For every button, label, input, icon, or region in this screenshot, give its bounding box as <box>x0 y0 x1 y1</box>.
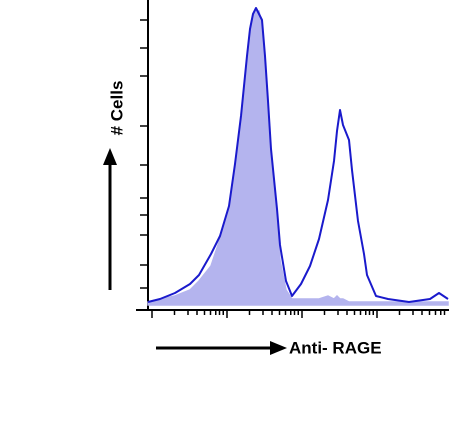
x-axis-ticks <box>151 310 446 318</box>
y-axis-title: # Cells <box>107 81 126 136</box>
y-arrowhead <box>103 148 117 165</box>
y-axis-ticks <box>140 19 148 289</box>
filled-histogram <box>147 10 449 306</box>
histogram-line <box>147 7 449 303</box>
x-axis-title: Anti- RAGE <box>289 338 382 357</box>
x-arrowhead <box>270 341 287 355</box>
plot <box>147 7 449 306</box>
